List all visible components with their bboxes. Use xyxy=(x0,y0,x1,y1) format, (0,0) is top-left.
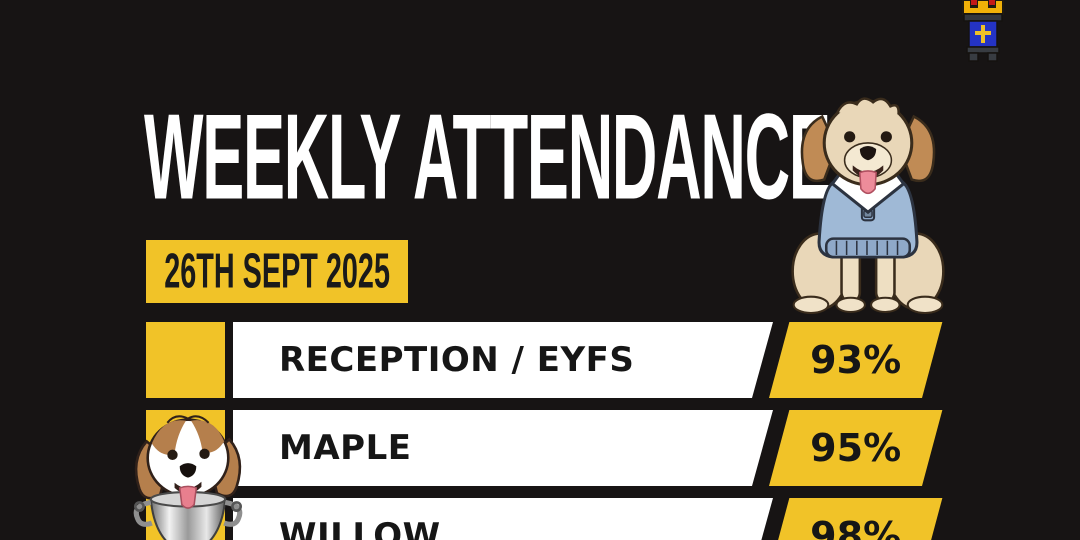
class-name-label: RECEPTION / EYFS xyxy=(279,340,635,380)
school-crest-icon xyxy=(960,0,1006,62)
class-name-bar: MAPLE xyxy=(233,410,773,486)
date-label: 26TH SEPT 2025 xyxy=(164,244,390,299)
trophy-dog-illustration xyxy=(126,400,250,540)
attendance-percent-badge: 98% xyxy=(769,498,943,540)
page-title: WEEKLY ATTENDANCE xyxy=(144,88,831,226)
class-name-bar: RECEPTION / EYFS xyxy=(233,322,773,398)
dog-mascot-illustration xyxy=(780,90,956,314)
date-badge: 26TH SEPT 2025 xyxy=(146,240,408,303)
class-name-bar: WILLOW xyxy=(233,498,773,540)
attendance-percent-label: 95% xyxy=(810,426,902,470)
attendance-percent-badge: 95% xyxy=(769,410,943,486)
class-name-label: WILLOW xyxy=(279,516,441,540)
row-marker-square xyxy=(146,322,225,398)
attendance-percent-label: 93% xyxy=(810,338,902,382)
attendance-percent-badge: 93% xyxy=(769,322,943,398)
attendance-row: RECEPTION / EYFS 93% xyxy=(0,322,1080,398)
attendance-percent-label: 98% xyxy=(810,514,902,540)
class-name-label: MAPLE xyxy=(279,428,412,468)
